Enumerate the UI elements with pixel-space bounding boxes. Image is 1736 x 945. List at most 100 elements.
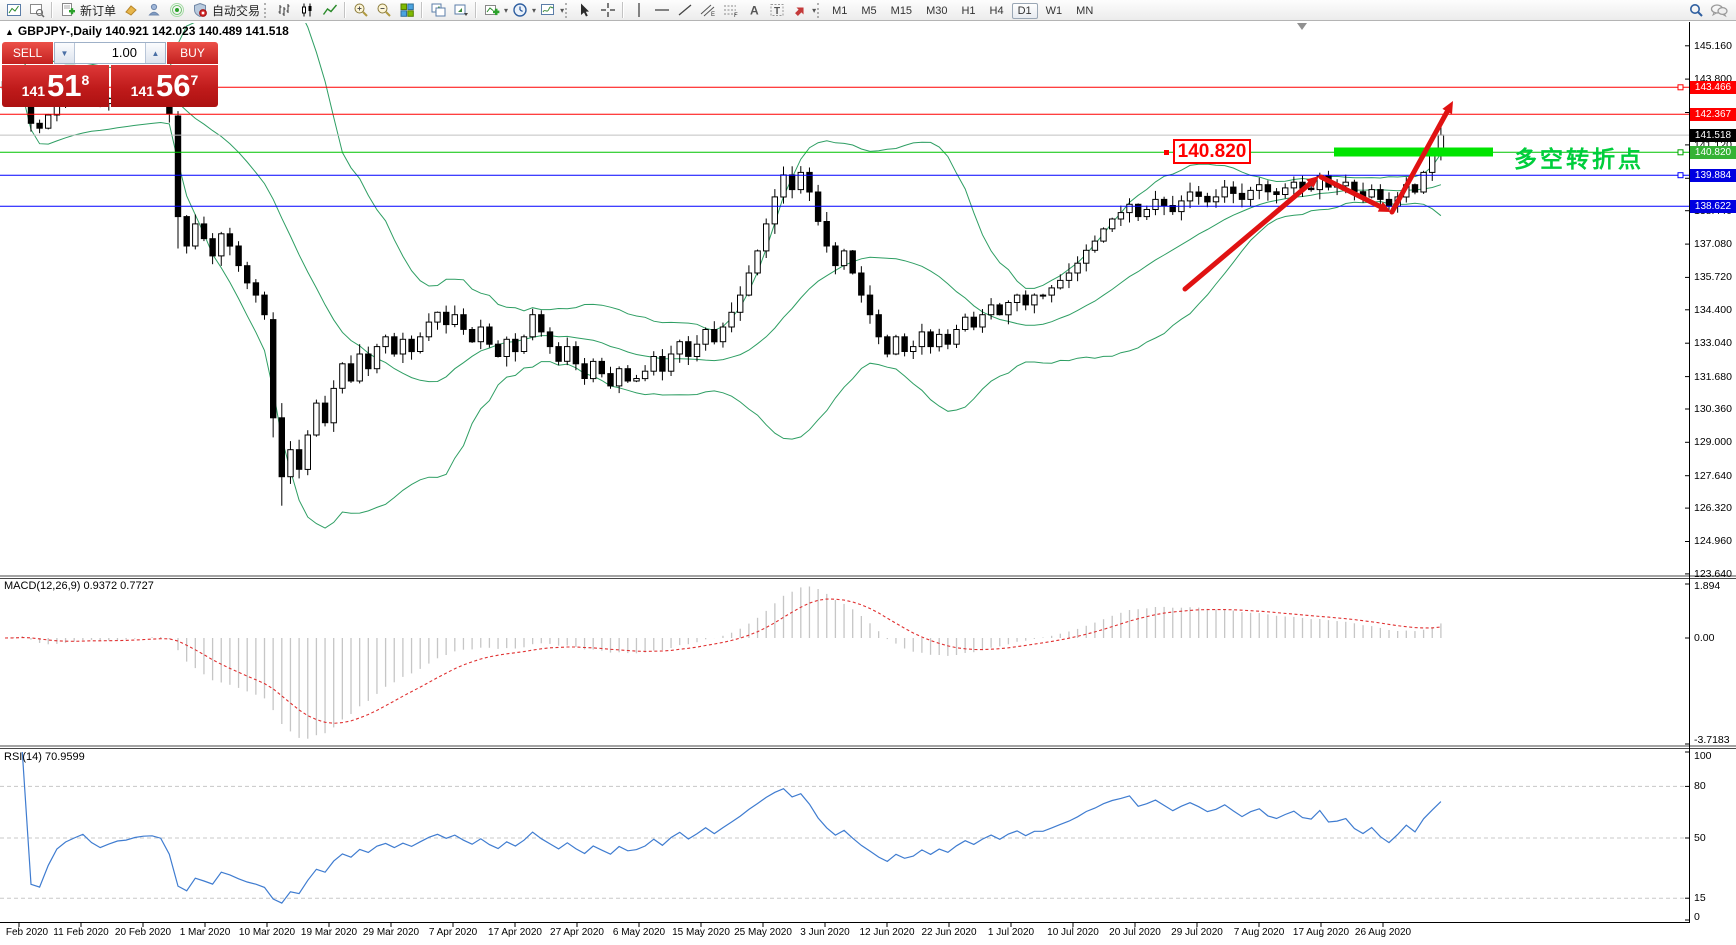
date-label[interactable]: 29 Jul 2020 <box>1171 927 1223 938</box>
arrows-dropdown-caret[interactable]: ▾ <box>812 5 817 15</box>
timeframe-M15[interactable]: M15 <box>890 5 913 17</box>
date-label[interactable]: 17 Apr 2020 <box>488 927 542 938</box>
date-label[interactable]: 29 Mar 2020 <box>362 927 420 938</box>
timeframe-M30[interactable]: M30 <box>926 5 948 17</box>
crosshair-tool-icon[interactable] <box>596 1 619 20</box>
date-label[interactable]: 3 Jun 2020 <box>800 927 850 938</box>
autotrade-icon[interactable] <box>188 1 211 20</box>
date-label[interactable]: 26 Aug 2020 <box>1354 927 1412 938</box>
candle-chart-type-icon[interactable] <box>295 1 318 20</box>
expert-advisor-icon[interactable] <box>142 1 165 20</box>
channel-tool-icon[interactable]: E <box>696 1 719 20</box>
macd-tick--3.7183: -3.7183 <box>1694 734 1730 746</box>
template-dropdown-caret[interactable]: ▾ <box>532 5 537 15</box>
autotrade-button[interactable]: 自动交易 <box>212 3 261 18</box>
volume-value[interactable]: 1.00 <box>111 45 137 60</box>
arrows-tool-icon[interactable] <box>788 1 811 20</box>
price-level-label[interactable]: 140.820 <box>1173 139 1251 164</box>
sell-price-button[interactable]: 141 51 8 <box>2 65 109 107</box>
date-label[interactable]: 10 Jul 2020 <box>1047 927 1099 938</box>
metaeditor-icon[interactable] <box>119 1 142 20</box>
price-tick-130.360: 130.360 <box>1694 402 1732 415</box>
horizontal-line-tool-icon[interactable] <box>650 1 673 20</box>
new-chart-icon[interactable] <box>2 1 25 20</box>
zoom-out-icon[interactable] <box>372 1 395 20</box>
date-label[interactable]: 15 May 2020 <box>672 927 730 938</box>
date-label[interactable]: 25 May 2020 <box>734 927 792 938</box>
volume-decrease-button[interactable]: ▼ <box>55 43 75 63</box>
template-icon[interactable] <box>536 1 559 20</box>
chat-icon[interactable] <box>1707 1 1730 20</box>
date-label[interactable]: 10 Mar 2020 <box>238 927 296 938</box>
rsi-label: RSI(14) 70.9599 <box>4 751 85 763</box>
volume-increase-button[interactable]: ▲ <box>145 43 165 63</box>
bar-chart-type-icon[interactable] <box>272 1 295 20</box>
new-order-icon[interactable] <box>56 1 79 20</box>
date-label[interactable]: 20 Feb 2020 <box>114 927 172 938</box>
date-label[interactable]: 27 Apr 2020 <box>550 927 604 938</box>
buy-price-sup: 7 <box>190 72 199 88</box>
candles <box>1 69 1445 506</box>
label-anchor-handle[interactable] <box>1164 150 1169 155</box>
bollinger-middle <box>4 80 1442 383</box>
collapse-arrow-icon[interactable]: ▲ <box>5 27 14 37</box>
news-icon[interactable] <box>165 1 188 20</box>
date-label[interactable]: 7 Apr 2020 <box>428 927 478 938</box>
rsi-tick-80: 80 <box>1694 780 1706 793</box>
date-label[interactable]: 22 Jun 2020 <box>921 927 977 938</box>
date-label[interactable]: 11 Feb 2020 <box>53 927 109 938</box>
buy-price-button[interactable]: 141 56 7 <box>111 65 218 107</box>
sell-button[interactable]: SELL <box>2 42 53 64</box>
chart-profile-icon[interactable] <box>25 1 48 20</box>
date-label[interactable]: 1 Mar 2020 <box>179 927 231 938</box>
shift-marker-icon <box>1297 23 1307 30</box>
date-label[interactable]: 20 Jul 2020 <box>1109 927 1161 938</box>
date-label[interactable]: 19 Mar 2020 <box>300 927 358 938</box>
date-label[interactable]: 1 Jul 2020 <box>987 927 1035 938</box>
price-tick-133.040: 133.040 <box>1694 337 1732 350</box>
zoom-in-icon[interactable] <box>349 1 372 20</box>
bollinger-lower <box>4 88 1442 529</box>
timeframe-W1[interactable]: W1 <box>1045 5 1063 17</box>
add-indicator-icon[interactable] <box>480 1 503 20</box>
timeframe-M1[interactable]: M1 <box>832 5 848 17</box>
price-tick-124.960: 124.960 <box>1694 535 1732 548</box>
trendline-tool-icon[interactable] <box>673 1 696 20</box>
macd-label: MACD(12,26,9) 0.9372 0.7727 <box>4 580 154 592</box>
tile-windows-icon[interactable] <box>395 1 418 20</box>
buy-button[interactable]: BUY <box>167 42 218 64</box>
hline-handle[interactable] <box>1677 172 1684 179</box>
indicator-dropdown-caret[interactable]: ▾ <box>504 5 509 15</box>
date-label[interactable]: 6 May 2020 <box>612 927 666 938</box>
timeframe-M5[interactable]: M5 <box>861 5 877 17</box>
separator <box>421 2 424 18</box>
support-zone-bar[interactable] <box>1334 147 1493 157</box>
macd-signal-line <box>4 598 1441 724</box>
toolbar: 新订单 自动交易 ▾ ▾ ▾ E F A T ▾ <box>0 0 1736 21</box>
cursor-tool-icon[interactable] <box>573 1 596 20</box>
text-label-tool-icon[interactable]: T <box>765 1 788 20</box>
step-forward-icon[interactable] <box>449 1 472 20</box>
timeframe-MN[interactable]: MN <box>1076 5 1094 17</box>
fibonacci-tool-icon[interactable]: F <box>719 1 742 20</box>
search-icon[interactable] <box>1684 1 1707 20</box>
hline-handle[interactable] <box>1677 149 1684 156</box>
trend-arrows[interactable] <box>1182 101 1453 292</box>
arrange-windows-icon[interactable] <box>426 1 449 20</box>
date-label[interactable]: 17 Aug 2020 <box>1292 927 1350 938</box>
date-label[interactable]: Feb 2020 <box>5 927 49 938</box>
text-tool-icon[interactable]: A <box>742 1 765 20</box>
new-order-button[interactable]: 新订单 <box>80 3 117 18</box>
timeframe-D1[interactable]: D1 <box>1011 3 1038 19</box>
timeframe-H4[interactable]: H4 <box>989 5 1004 17</box>
line-chart-type-icon[interactable] <box>318 1 341 20</box>
hline-handle[interactable] <box>1677 84 1684 91</box>
date-label[interactable]: 12 Jun 2020 <box>859 927 915 938</box>
template-caret[interactable]: ▾ <box>560 5 565 15</box>
timeframe-H1[interactable]: H1 <box>961 5 976 17</box>
date-label[interactable]: 7 Aug 2020 <box>1233 927 1285 938</box>
period-clock-icon[interactable] <box>508 1 531 20</box>
vertical-line-tool-icon[interactable] <box>627 1 650 20</box>
turning-point-note[interactable]: 多空转折点 <box>1514 146 1644 172</box>
